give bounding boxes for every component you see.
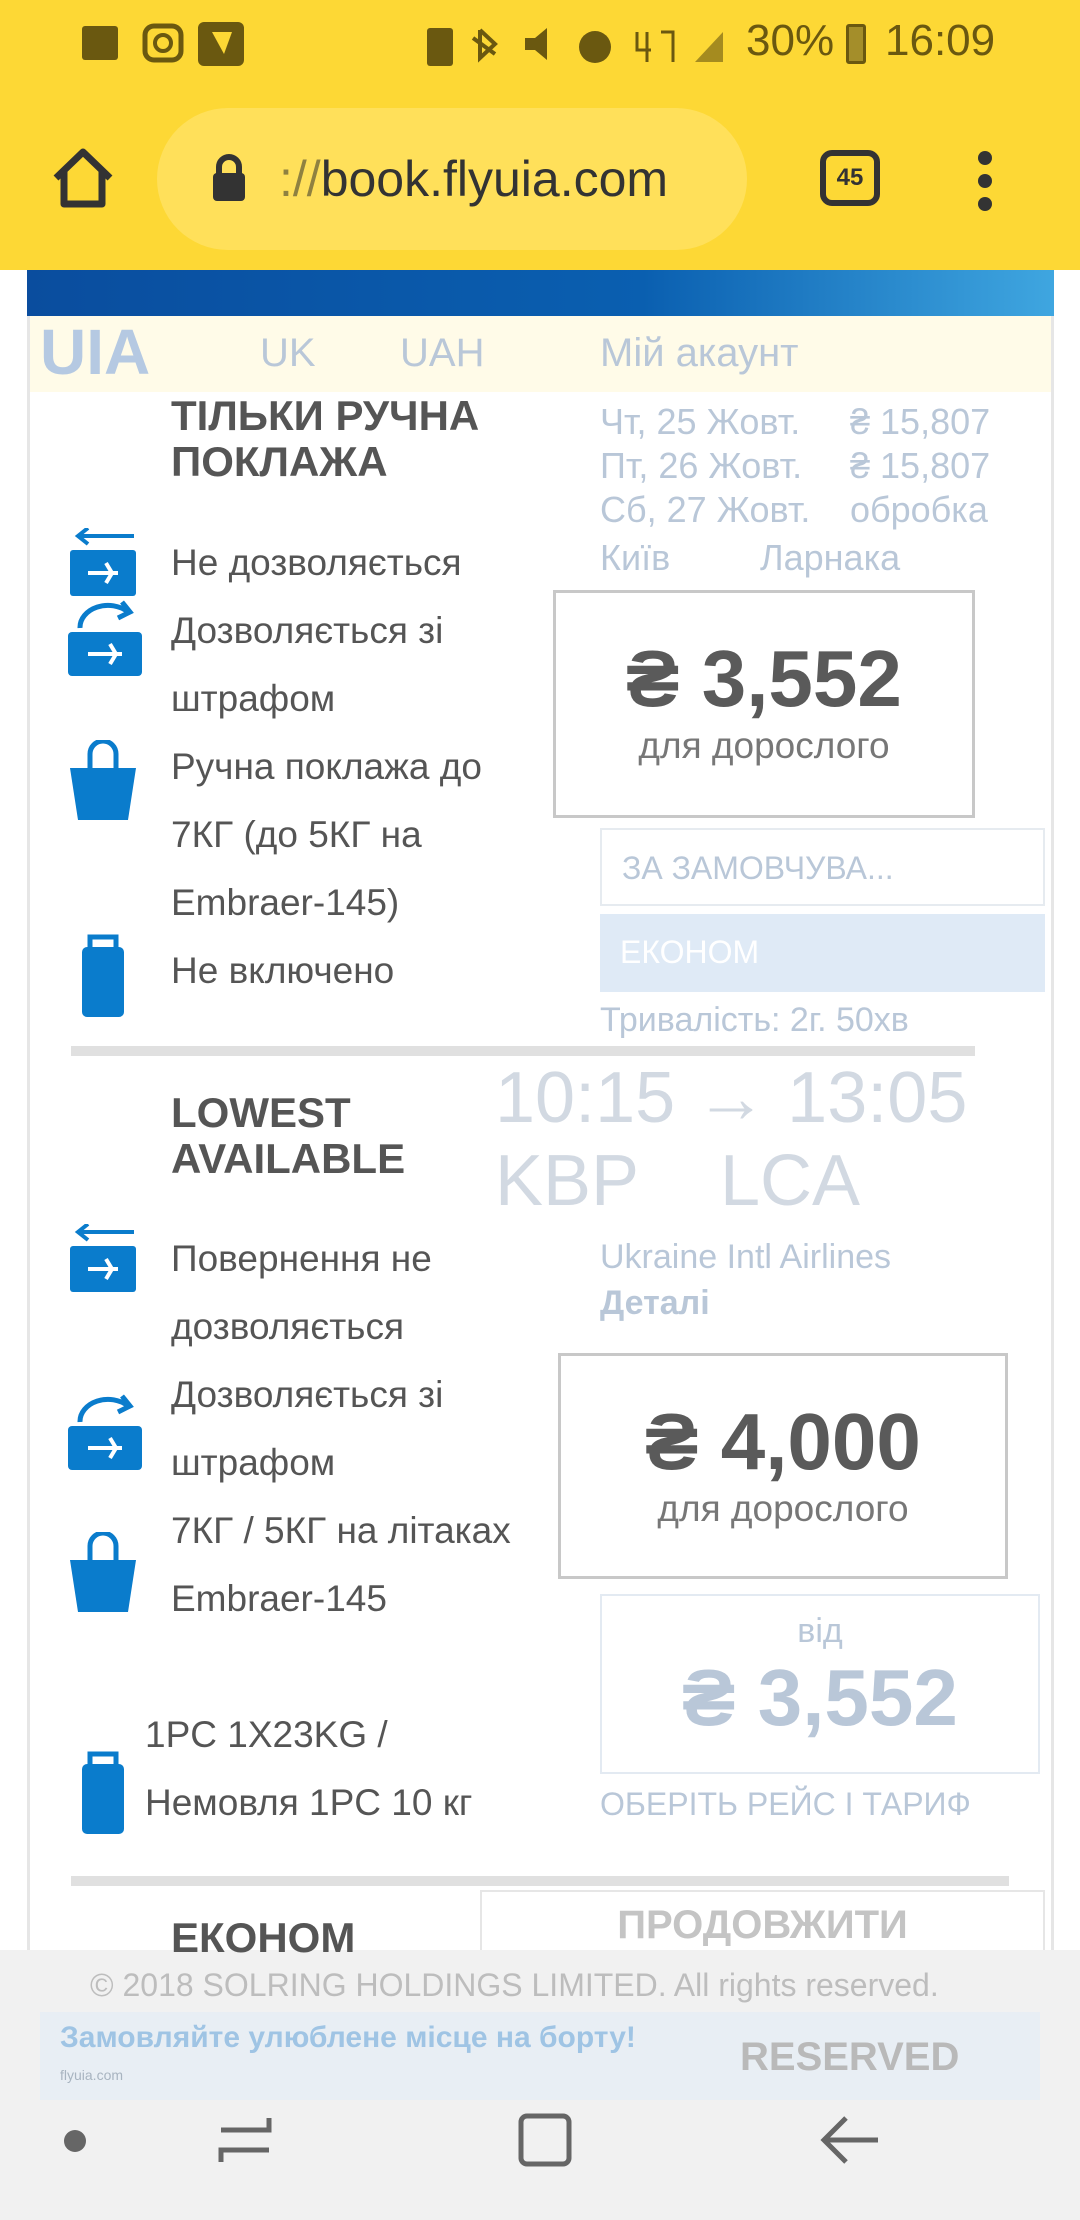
fare-item: Не включено xyxy=(171,950,395,991)
gallery-instagram-app-icons xyxy=(82,22,244,66)
fare-divider xyxy=(71,1046,975,1056)
copyright: © 2018 SOLRING HOLDINGS LIMITED. All rig… xyxy=(90,1967,939,2003)
continue-button[interactable]: ПРОДОВЖИТИ xyxy=(480,1890,1045,1960)
seat-banner[interactable]: Замовляйте улюблене місце на борту! flyu… xyxy=(40,2012,1040,2100)
tab-switcher-button[interactable]: 45 xyxy=(820,150,880,206)
menu-button[interactable] xyxy=(975,150,995,217)
cart-status: ОБЕРІТЬ РЕЙС І ТАРИФ xyxy=(600,1786,971,1822)
fare-divider xyxy=(71,1876,1009,1886)
sort-select[interactable]: ЗА ЗАМОВЧУВА... xyxy=(600,828,1045,906)
date-tab[interactable]: Сб, 27 Жовт. xyxy=(600,489,811,530)
lock-icon xyxy=(213,154,245,201)
system-nav-area: © 2018 SOLRING HOLDINGS LIMITED. All rig… xyxy=(0,1950,1080,2220)
uia-logo: UIA xyxy=(40,316,151,388)
nav-dot-button[interactable] xyxy=(62,2128,88,2154)
fare-item: 7КГ / 5КГ на літаках Embraer-145 xyxy=(171,1510,511,1619)
more-vert-icon xyxy=(978,151,992,211)
refund-ticket-icon xyxy=(70,528,136,596)
exchange-ticket-icon xyxy=(68,1394,142,1470)
browser-toolbar: 30% 16:09 ://book.flyuia.com 45 xyxy=(0,0,1080,270)
cabin-select[interactable]: ЕКОНОМ xyxy=(600,914,1045,992)
date-price: ₴ 15,807 xyxy=(850,401,991,442)
hand-bag-icon xyxy=(70,1532,136,1612)
destination-city: Ларнака xyxy=(760,537,901,578)
clock: 16:09 xyxy=(885,16,996,65)
recent-apps-button[interactable] xyxy=(215,2110,275,2170)
origin-city: Київ xyxy=(600,537,671,578)
refund-ticket-icon xyxy=(70,1224,136,1292)
details-link[interactable]: Деталі xyxy=(600,1284,710,1322)
site-header xyxy=(30,316,1051,392)
currency-select[interactable]: UAH xyxy=(400,331,485,375)
fare-item: 1PC 1X23KG / Немовля 1PC 10 кг xyxy=(145,1714,473,1823)
fare-title: ТІЛЬКИ РУЧНА ПОКЛАЖА xyxy=(171,392,480,485)
from-price-box[interactable]: від ₴ 3,552 xyxy=(600,1594,1040,1774)
flight-times: 10:15 → 13:05 xyxy=(495,1058,968,1138)
url-text: ://book.flyuia.com xyxy=(279,151,669,207)
exchange-ticket-icon xyxy=(68,600,142,676)
battery-icon xyxy=(846,24,866,64)
home-icon xyxy=(53,148,113,208)
site-header-strip xyxy=(27,270,1054,316)
address-bar[interactable]: ://book.flyuia.com xyxy=(157,108,747,250)
dest-code: LCA xyxy=(720,1141,861,1221)
fare-item: Дозволяється зі штрафом xyxy=(171,1374,444,1483)
account-link[interactable]: Мій акаунт xyxy=(600,331,799,375)
fare-item: Дозволяється зі штрафом xyxy=(171,610,444,719)
fare-price-box[interactable]: ₴ 3,552 для дорослого xyxy=(553,590,975,818)
notification-icons xyxy=(80,20,250,66)
date-tab[interactable]: Чт, 25 Жовт. xyxy=(600,401,801,442)
fare-title: ЕКОНОМ xyxy=(171,1914,356,1961)
date-price: обробка xyxy=(850,489,988,530)
suitcase-icon xyxy=(82,1751,124,1834)
date-tab[interactable]: Пт, 26 Жовт. xyxy=(600,445,803,486)
fare-item: Повернення не дозволяється xyxy=(171,1238,432,1347)
fare-item: Ручна поклажа до 7КГ (до 5КГ на Embraer-… xyxy=(171,746,482,923)
fare-item: Не дозволяється xyxy=(171,542,462,583)
battery-percent: 30% xyxy=(746,16,835,65)
back-button[interactable] xyxy=(818,2110,882,2170)
home-button[interactable] xyxy=(50,148,116,213)
date-price: ₴ 15,807 xyxy=(850,445,991,486)
system-status-icons xyxy=(425,22,735,68)
origin-code: KBP xyxy=(495,1141,640,1221)
language-select[interactable]: UK xyxy=(260,331,316,375)
fare-title: LOWEST AVAILABLE xyxy=(171,1089,406,1182)
page-card xyxy=(27,316,1054,1996)
suitcase-icon xyxy=(82,934,124,1017)
hand-bag-icon xyxy=(70,740,136,820)
fare-price-box[interactable]: ₴ 4,000 для дорослого xyxy=(558,1353,1008,1579)
duration: Тривалість: 2г. 50хв xyxy=(600,1001,909,1039)
home-nav-button[interactable] xyxy=(515,2110,575,2170)
airline: Ukraine Intl Airlines xyxy=(600,1238,892,1276)
